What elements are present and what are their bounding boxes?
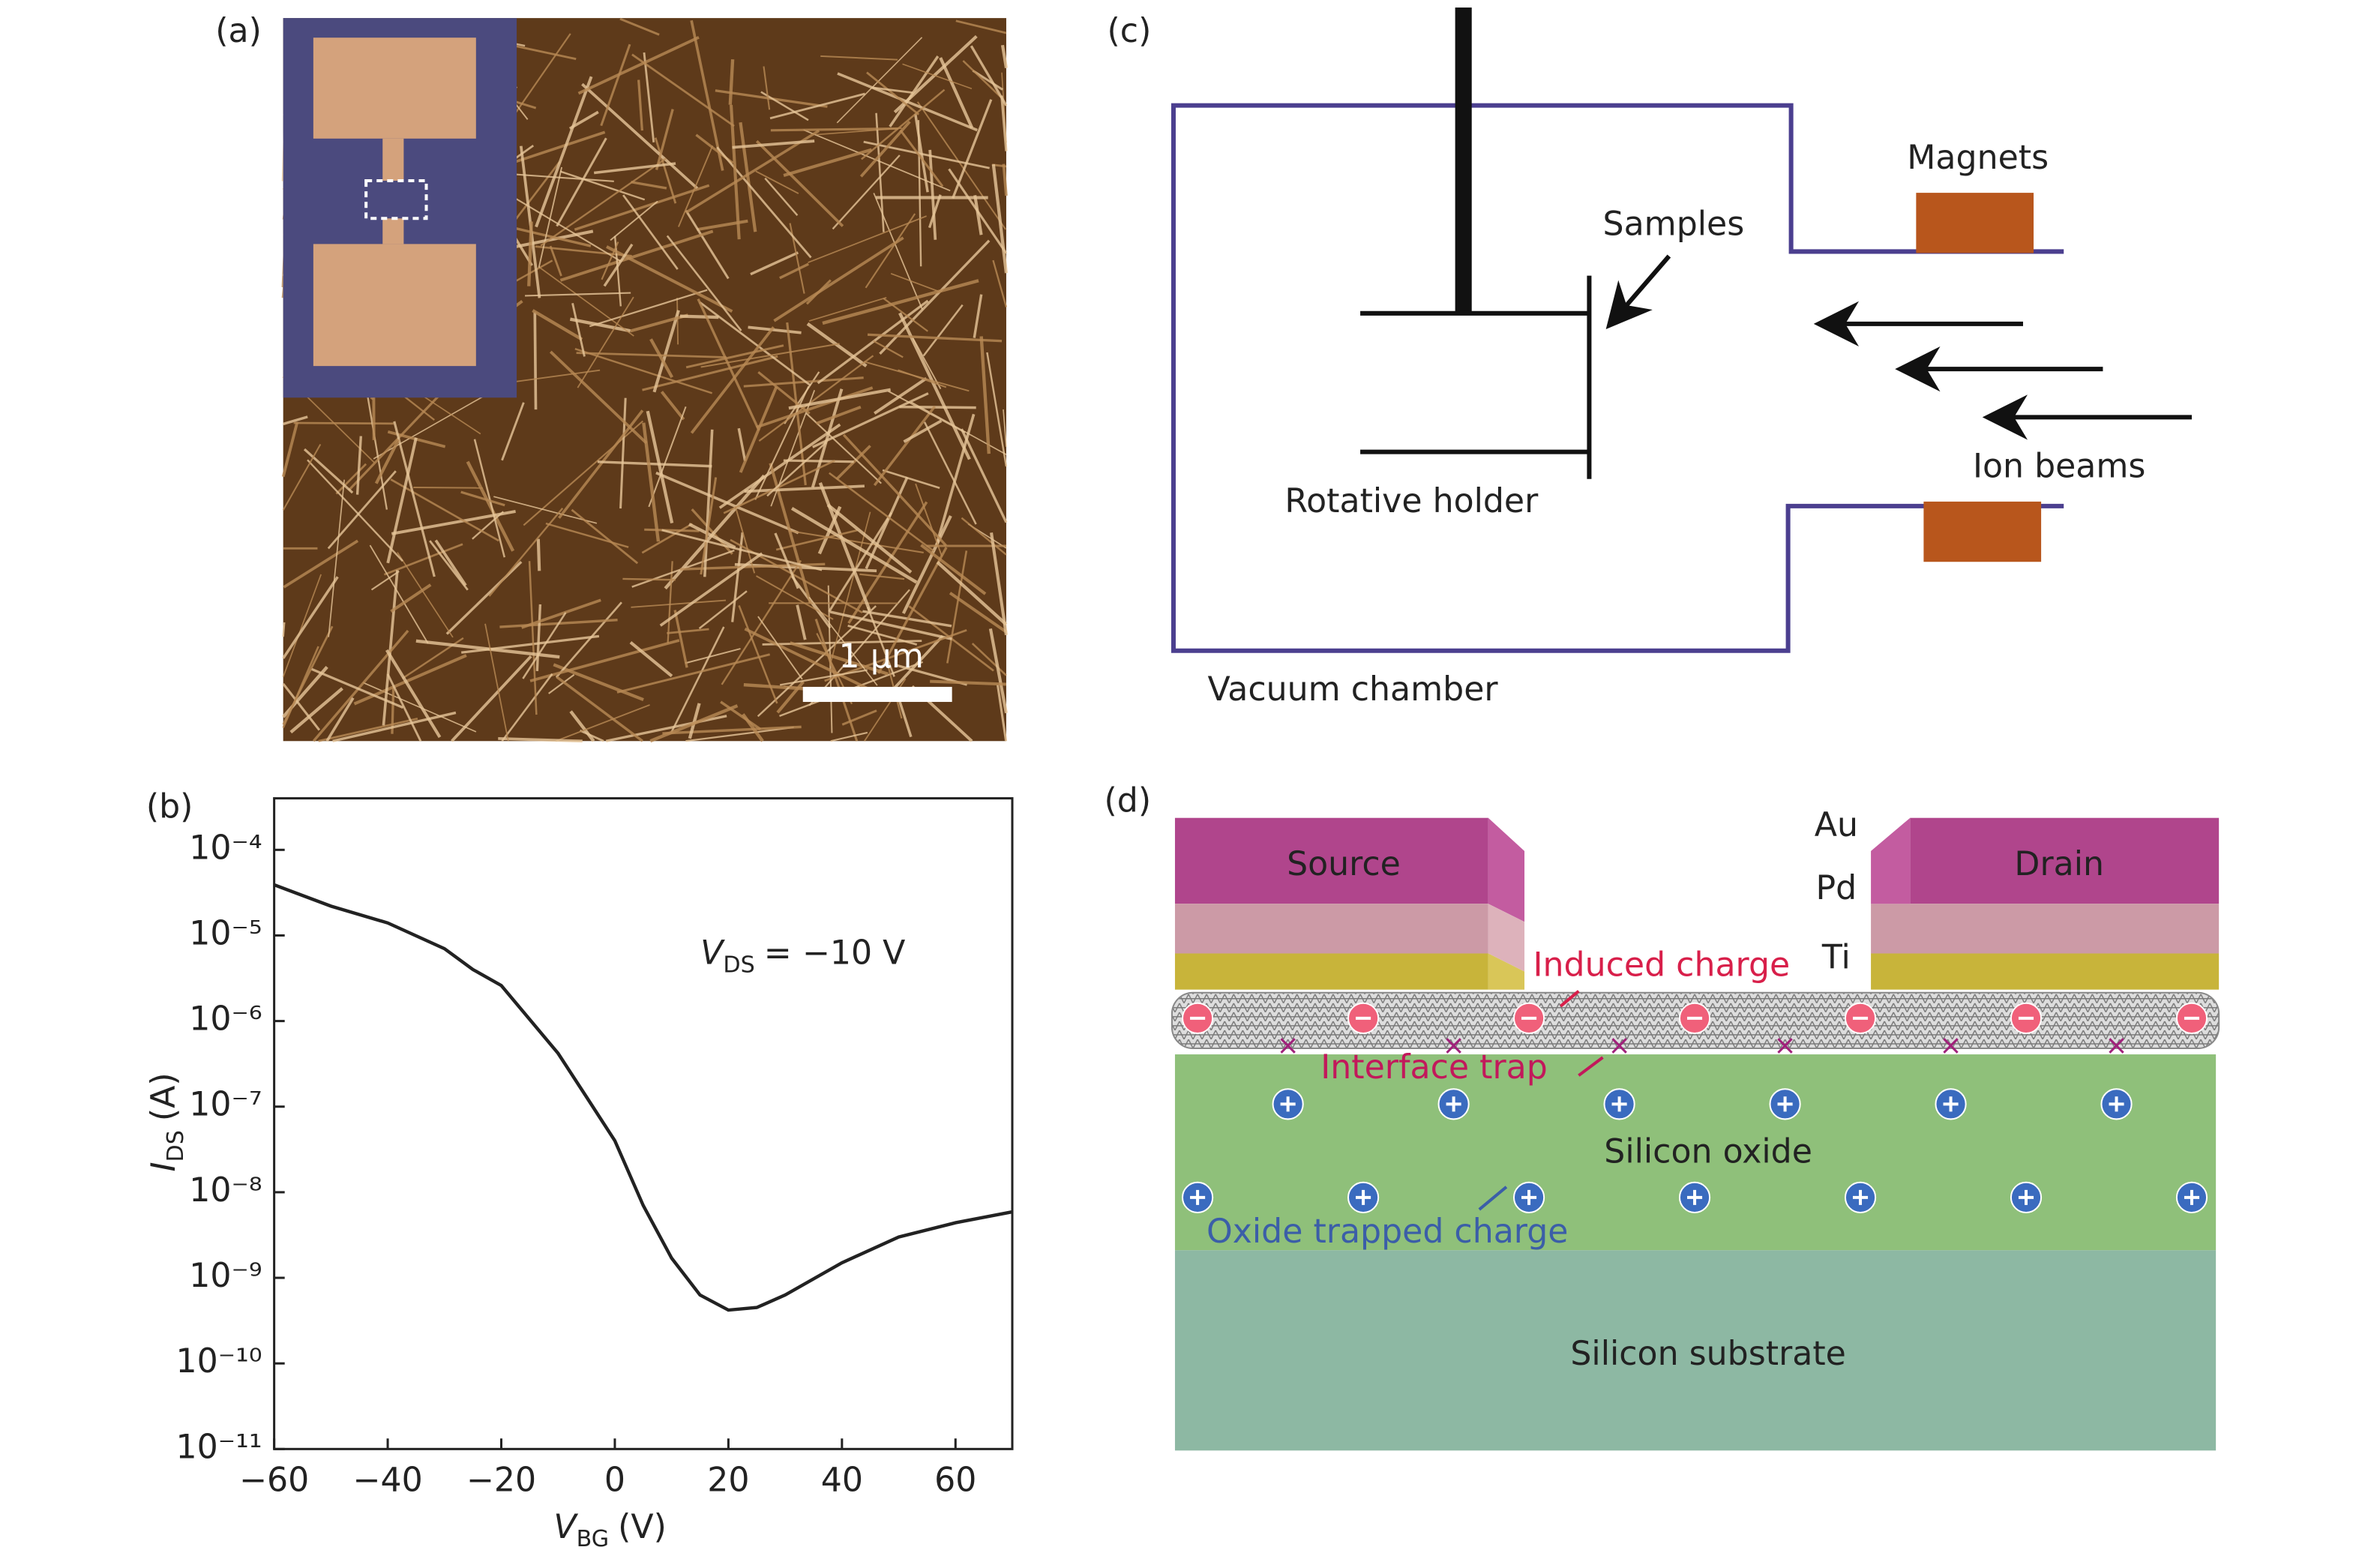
fiber — [784, 460, 854, 462]
x-tick-label: −40 — [352, 1462, 422, 1500]
label: Ion beams — [1973, 448, 2146, 486]
y-tick-label: 10⁻⁶ — [189, 1000, 262, 1039]
pad-neck — [382, 218, 403, 244]
annotation-rest: = −10 V — [764, 934, 906, 972]
label: Vacuum chamber — [1207, 670, 1498, 709]
label: Au — [1815, 806, 1858, 844]
y-label-unit: (A) — [145, 1072, 183, 1121]
label: Induced charge — [1533, 946, 1791, 985]
label: Magnets — [1907, 139, 2049, 177]
fiber — [899, 407, 976, 408]
fiber — [680, 316, 718, 317]
y-label-main: I — [145, 1162, 183, 1171]
fiber — [677, 298, 678, 344]
label: Rotative holder — [1284, 482, 1539, 520]
trap-mark: × — [1773, 1029, 1796, 1061]
label: Oxide trapped charge — [1206, 1213, 1568, 1251]
annotation-sub: DS — [723, 952, 754, 978]
fiber — [294, 423, 394, 424]
x-tick-label: 0 — [604, 1462, 625, 1500]
label: Pd — [1816, 869, 1857, 907]
panel-label: (c) — [1108, 12, 1152, 50]
fiber — [644, 529, 699, 531]
trap-mark: × — [1939, 1029, 1962, 1061]
y-tick-label: 10⁻¹¹ — [176, 1428, 262, 1466]
y-tick-label: 10⁻⁷ — [189, 1086, 262, 1124]
fiber — [622, 579, 675, 580]
scale-label: 1 µm — [839, 637, 924, 676]
y-tick-label: 10⁻⁸ — [189, 1171, 262, 1210]
ti-layer — [1175, 953, 1488, 989]
label: Samples — [1603, 205, 1745, 243]
fiber — [283, 622, 285, 637]
x-tick-label: −60 — [239, 1462, 309, 1500]
y-tick-label: 10⁻⁹ — [189, 1257, 262, 1295]
trap-mark: × — [1276, 1029, 1299, 1061]
scale-bar — [803, 687, 952, 702]
fiber — [538, 539, 539, 571]
label: Ti — [1821, 939, 1851, 977]
y-tick-label: 10⁻⁵ — [189, 914, 262, 952]
pad-neck — [382, 139, 403, 181]
x-tick-label: 20 — [707, 1462, 749, 1500]
x-label-unit: (V) — [618, 1508, 667, 1546]
trap-mark: × — [2105, 1029, 2127, 1061]
trap-mark: × — [1608, 1029, 1630, 1061]
ti-layer — [1871, 953, 2219, 989]
magnet — [1923, 502, 2041, 562]
panel-label: (b) — [146, 788, 193, 826]
label: Drain — [2014, 845, 2104, 883]
panel-label: (d) — [1105, 782, 1152, 820]
x-label-main: V — [553, 1508, 578, 1546]
magnet — [1916, 193, 2034, 253]
label: Silicon substrate — [1570, 1335, 1845, 1373]
x-tick-label: 40 — [821, 1462, 863, 1500]
y-label-sub: DS — [163, 1130, 189, 1162]
label: Interface trap — [1320, 1048, 1548, 1087]
panel-label: (a) — [215, 12, 262, 50]
pd-layer — [1871, 904, 2219, 953]
x-tick-label: −20 — [466, 1462, 536, 1500]
x-label-sub: BG — [577, 1525, 609, 1552]
y-tick-label: 10⁻¹⁰ — [176, 1342, 262, 1381]
label: Silicon oxide — [1604, 1133, 1812, 1171]
y-tick-label: 10⁻⁴ — [189, 829, 262, 867]
annotation-main: V — [700, 934, 725, 972]
pd-layer — [1175, 904, 1488, 953]
rod — [1455, 7, 1472, 313]
pad — [313, 37, 476, 139]
pad — [313, 244, 476, 366]
fiber — [413, 487, 483, 488]
x-tick-label: 60 — [934, 1462, 976, 1500]
label: Source — [1287, 845, 1401, 883]
